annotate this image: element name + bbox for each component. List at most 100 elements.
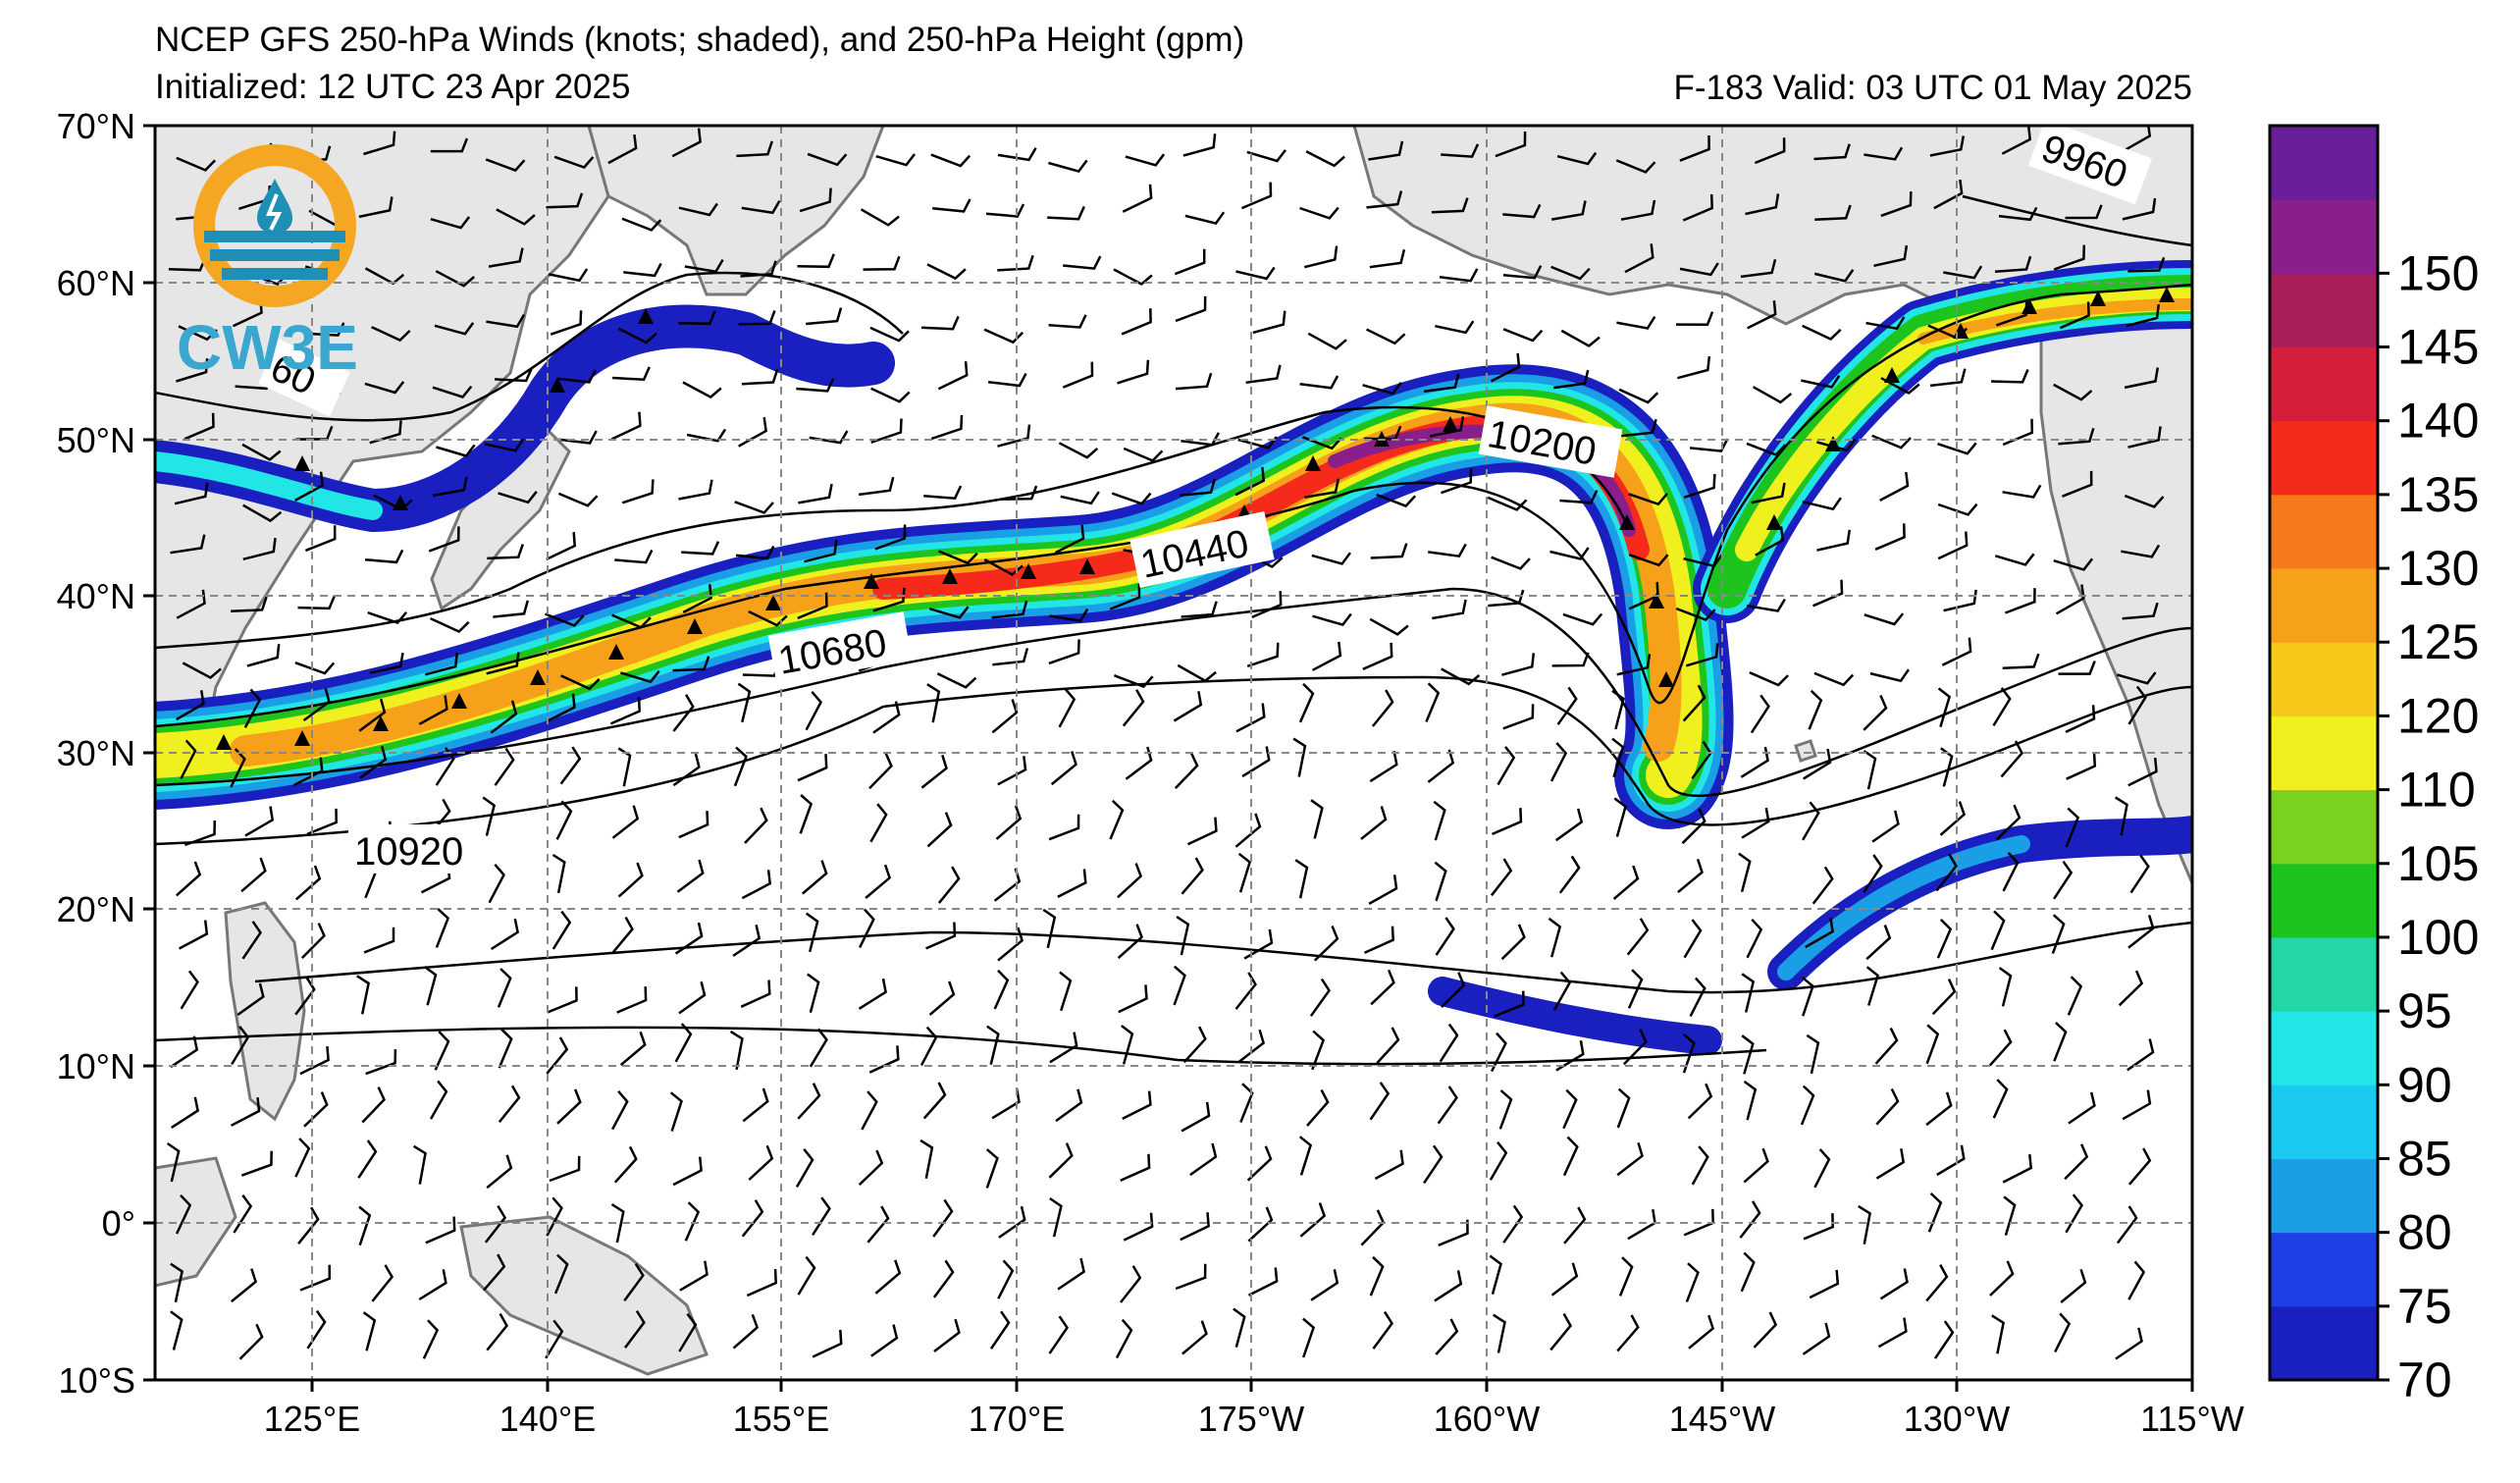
wind-barb — [997, 1259, 1015, 1299]
wind-barb — [865, 864, 892, 899]
wind-barb — [805, 690, 823, 731]
wind-barb — [1879, 471, 1910, 503]
wind-barb — [1427, 749, 1455, 783]
wind-barb — [1753, 1311, 1778, 1349]
wind-barb — [1626, 918, 1650, 956]
wind-barb — [1368, 140, 1404, 161]
wind-barb — [175, 861, 202, 897]
wind-barb — [1122, 1090, 1152, 1121]
wind-barb — [1306, 1088, 1330, 1127]
wind-barb — [1299, 1202, 1327, 1238]
wind-barb — [1989, 1260, 2015, 1297]
wind-barb — [1559, 490, 1599, 504]
wind-barb — [1439, 1023, 1459, 1063]
wind-barb — [1489, 1140, 1508, 1181]
wind-barb — [1303, 245, 1339, 269]
wind-barb — [1307, 332, 1347, 350]
wind-barb — [436, 444, 476, 457]
wind-barb — [684, 258, 724, 274]
wind-barb — [555, 800, 573, 840]
wind-barb — [2055, 584, 2085, 615]
wind-flag — [1766, 514, 1782, 530]
wind-barb — [1741, 807, 1770, 839]
wind-barb — [1746, 918, 1763, 959]
wind-barb — [938, 550, 978, 565]
wind-barb — [1435, 917, 1455, 956]
wind-barb — [304, 525, 337, 553]
lon-axis: 125°E 140°E 155°E 170°E 175°W 160°W 145°… — [264, 1380, 2244, 1439]
wind-barb — [430, 137, 469, 153]
wind-barb — [2058, 661, 2096, 675]
wind-barb — [1925, 1091, 1953, 1127]
wind-barb — [359, 745, 388, 779]
wind-barb — [1298, 1136, 1313, 1176]
wind-barb — [1502, 203, 1542, 219]
wind-barb — [997, 927, 1024, 962]
wind-barb — [742, 1087, 769, 1123]
wind-barb — [678, 479, 713, 501]
wind-barb — [294, 471, 325, 502]
lon-label-130w: 130°W — [1904, 1399, 2010, 1439]
wind-barb — [425, 1216, 456, 1245]
wind-barb — [551, 853, 566, 894]
wind-barb — [1929, 135, 1966, 157]
wind-barb — [678, 811, 709, 839]
wind-barb — [231, 1096, 261, 1127]
wind-barb — [1247, 1267, 1279, 1297]
wind-barb — [1234, 813, 1262, 848]
wind-barb — [490, 918, 519, 951]
wind-barb — [1055, 1088, 1083, 1123]
colorbar-segment — [2270, 199, 2378, 274]
wind-barb — [1550, 200, 1587, 221]
wind-barb — [1925, 1264, 1949, 1302]
wind-barb — [1936, 1144, 1966, 1177]
wind-barb — [1863, 854, 1883, 893]
wind-barb — [1806, 1033, 1820, 1075]
wind-barb — [1423, 1144, 1444, 1185]
wind-barb — [1752, 386, 1793, 404]
wind-barb — [170, 1035, 199, 1069]
wind-barb — [1550, 1262, 1579, 1297]
wind-barb — [551, 910, 572, 950]
wind-barb — [2127, 1260, 2146, 1300]
wind-barb — [2059, 301, 2090, 330]
wind-barb — [2061, 470, 2093, 498]
wind-barb — [428, 526, 460, 553]
wind-barb — [357, 1139, 378, 1179]
wind-barb — [231, 596, 268, 613]
wind-barb — [1441, 143, 1480, 158]
wind-barb — [1175, 1263, 1207, 1291]
wind-barb — [2068, 1091, 2096, 1125]
wind-barb — [1309, 978, 1332, 1017]
wind-barb — [607, 133, 638, 165]
wind-barb — [868, 1045, 900, 1074]
wind-barb — [369, 652, 404, 674]
wind-barb — [733, 746, 748, 787]
wind-barb — [1929, 368, 1967, 388]
wind-barb — [371, 1264, 394, 1302]
wind-barb — [180, 739, 197, 779]
colorbar-label: 85 — [2397, 1131, 2452, 1186]
wind-barb — [936, 672, 977, 689]
wind-barb — [869, 803, 888, 843]
wind-barb — [735, 545, 775, 560]
wind-barb — [1181, 857, 1204, 895]
wind-barb — [611, 613, 652, 629]
wind-barb — [1873, 244, 1909, 268]
wind-barb — [797, 754, 828, 782]
wind-flag — [687, 618, 703, 634]
wind-barb — [1988, 1029, 2013, 1067]
wind-barb — [1812, 579, 1844, 608]
wind-barb — [740, 980, 771, 1008]
cw3e-logo: CW3E — [177, 144, 358, 383]
wind-barb — [486, 1312, 509, 1351]
wind-barb — [932, 198, 971, 213]
wind-barb — [2118, 970, 2144, 1007]
wind-barb — [869, 326, 910, 343]
wind-barb — [1371, 689, 1394, 727]
wind-flag — [451, 693, 467, 709]
wind-barb — [482, 796, 497, 836]
wind-barb — [2127, 256, 2166, 273]
wind-barb — [546, 1196, 563, 1237]
wind-barb — [2065, 705, 2096, 734]
